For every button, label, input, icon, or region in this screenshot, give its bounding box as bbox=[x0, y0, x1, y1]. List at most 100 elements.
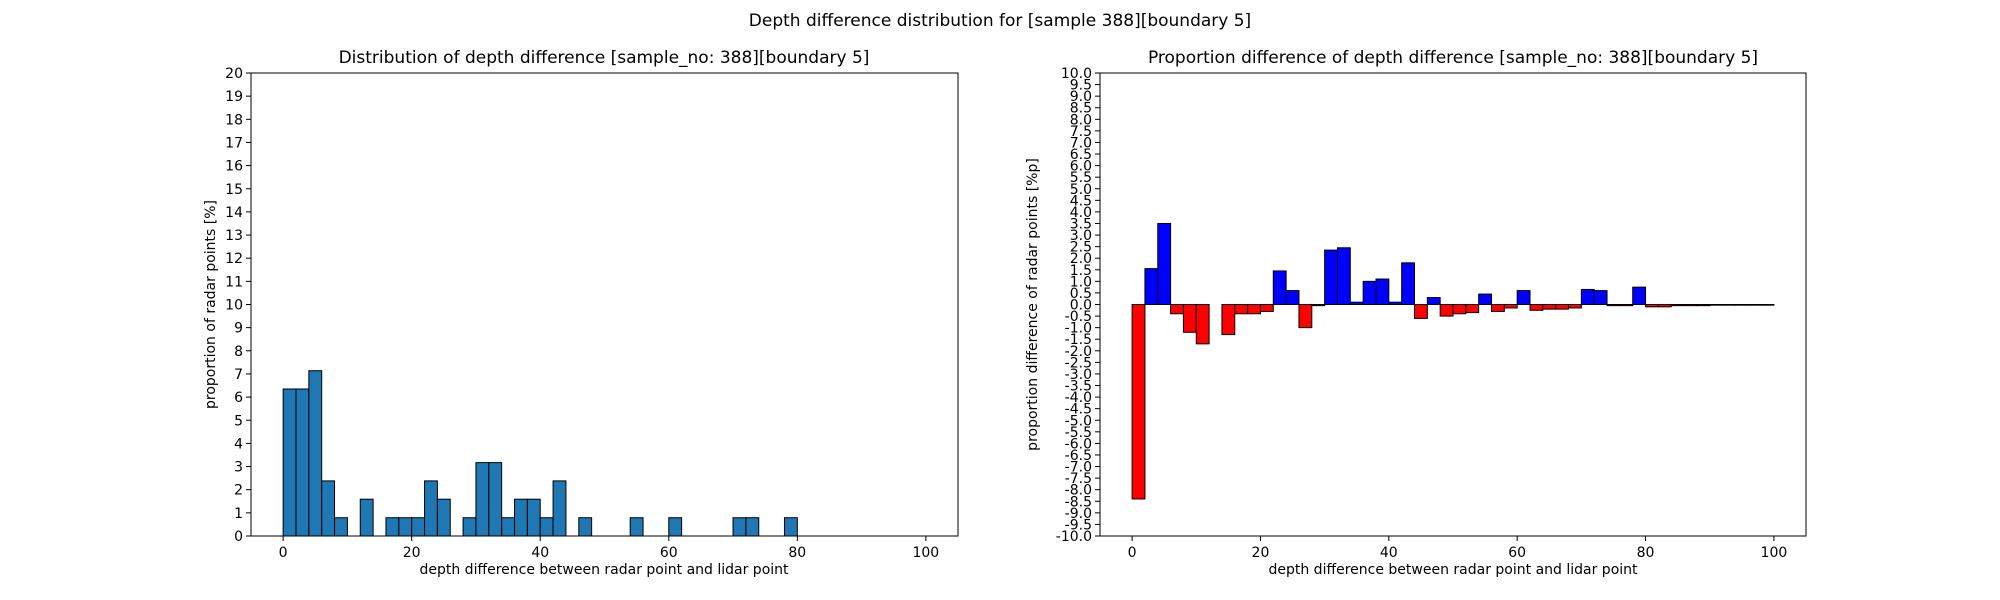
histogram-ytick-label: 10 bbox=[225, 298, 243, 314]
difference-xtick-label: 80 bbox=[1637, 545, 1655, 561]
difference-bar bbox=[1580, 288, 1595, 306]
histogram-bar bbox=[475, 462, 490, 537]
histogram-bars bbox=[282, 370, 798, 537]
suptitle: Depth difference distribution for [sampl… bbox=[749, 11, 1251, 31]
difference-bar bbox=[1465, 304, 1480, 314]
difference-ytick-label: 5.5 bbox=[1070, 170, 1092, 186]
histogram-ytick-label: 19 bbox=[225, 89, 243, 105]
difference-ytick-label: 6.0 bbox=[1070, 159, 1092, 175]
difference-ytick-label: -9.0 bbox=[1065, 506, 1092, 522]
difference-bar bbox=[1722, 304, 1736, 306]
difference-ytick-label: -4.5 bbox=[1065, 402, 1092, 418]
histogram-ytick-label: 12 bbox=[225, 251, 243, 267]
difference-bar bbox=[1195, 304, 1210, 345]
difference-ytick-label: -8.0 bbox=[1065, 483, 1092, 499]
histogram-bar bbox=[783, 517, 798, 537]
histogram-bar bbox=[732, 517, 747, 537]
difference-bar bbox=[1131, 304, 1146, 500]
histogram-ytick-label: 7 bbox=[234, 367, 243, 383]
histogram-frame bbox=[250, 72, 959, 537]
histogram-xtick-label: 80 bbox=[788, 545, 806, 561]
difference-ytick-label: 9.0 bbox=[1070, 89, 1092, 105]
difference-bar bbox=[1375, 278, 1390, 306]
difference-bar bbox=[1401, 262, 1415, 305]
histogram-ytick-label: 13 bbox=[225, 228, 243, 244]
difference-ytick-label: 7.5 bbox=[1070, 124, 1092, 140]
histogram-bar bbox=[488, 462, 503, 537]
difference-ytick-label: 3.5 bbox=[1070, 216, 1092, 232]
difference-bar bbox=[1324, 249, 1338, 306]
histogram-bar bbox=[436, 498, 451, 537]
difference-ytick-label: -5.0 bbox=[1065, 413, 1092, 429]
histogram-bar bbox=[308, 370, 323, 537]
difference-bar bbox=[1221, 304, 1236, 336]
difference-bar bbox=[1157, 222, 1172, 306]
difference-frame bbox=[1099, 72, 1807, 537]
histogram-xtick-label: 40 bbox=[531, 545, 549, 561]
difference-bar bbox=[1696, 304, 1711, 307]
difference-ytick-label: -4.0 bbox=[1065, 390, 1092, 406]
difference-ytick-label: -2.0 bbox=[1065, 344, 1092, 360]
difference-ytick-label: -2.5 bbox=[1065, 355, 1092, 371]
histogram-bar bbox=[578, 517, 593, 537]
difference-bar bbox=[1272, 270, 1287, 305]
difference-bar bbox=[1259, 304, 1274, 312]
difference-xtick-label: 40 bbox=[1380, 545, 1398, 561]
difference-bar bbox=[1747, 304, 1762, 306]
difference-bar bbox=[1542, 304, 1557, 310]
difference-ytick-label: -7.5 bbox=[1065, 471, 1092, 487]
difference-ytick-label: 7.0 bbox=[1070, 135, 1092, 151]
difference-bar bbox=[1529, 304, 1544, 311]
histogram-xlabel: depth difference between radar point and… bbox=[419, 562, 789, 578]
histogram-bar bbox=[539, 517, 554, 537]
difference-xlabel: depth difference between radar point and… bbox=[1268, 562, 1638, 578]
difference-bar bbox=[1349, 301, 1364, 305]
difference-axes: Proportion difference of depth differenc… bbox=[1025, 48, 1807, 578]
difference-bar bbox=[1452, 304, 1467, 315]
histogram-ytick-label: 11 bbox=[225, 274, 243, 290]
difference-ytick-label: -9.5 bbox=[1065, 517, 1092, 533]
histogram-title: Distribution of depth difference [sample… bbox=[339, 48, 870, 68]
histogram-ytick-label: 16 bbox=[225, 159, 243, 175]
histogram-ytick-label: 6 bbox=[234, 390, 243, 406]
difference-ytick-label: 2.5 bbox=[1070, 240, 1092, 256]
histogram-bar bbox=[398, 517, 413, 537]
difference-bar bbox=[1413, 304, 1428, 319]
difference-bar bbox=[1478, 293, 1493, 305]
histogram-ytick-label: 9 bbox=[234, 321, 243, 337]
difference-bar bbox=[1670, 304, 1685, 307]
difference-ytick-label: 5.0 bbox=[1070, 182, 1092, 198]
histogram-bar bbox=[411, 517, 426, 537]
difference-bar bbox=[1760, 304, 1775, 306]
histogram-ticks: 0 20 40 60 80 1000123456789101112131415161718… bbox=[225, 66, 939, 561]
difference-bar bbox=[1362, 280, 1377, 306]
histogram-bar bbox=[295, 388, 310, 537]
histogram-ytick-label: 2 bbox=[234, 483, 243, 499]
difference-ytick-label: -1.5 bbox=[1065, 332, 1092, 348]
histogram-ytick-label: 17 bbox=[225, 135, 243, 151]
difference-bar bbox=[1606, 304, 1621, 307]
histogram-bar bbox=[334, 517, 348, 537]
difference-bar bbox=[1170, 304, 1184, 315]
difference-bar bbox=[1298, 304, 1313, 329]
difference-bar bbox=[1619, 304, 1634, 307]
difference-xtick-label: 0 bbox=[1128, 545, 1137, 561]
difference-ytick-label: 8.5 bbox=[1070, 101, 1092, 117]
difference-ytick-label: -3.0 bbox=[1065, 367, 1092, 383]
difference-bar bbox=[1657, 304, 1672, 308]
difference-ticks: 0 20 40 60 80 100 -10.0-9.5-9.0-8.5-8.0-7.5-7.… bbox=[1056, 66, 1788, 561]
histogram-bar bbox=[668, 517, 683, 537]
difference-bar bbox=[1336, 247, 1351, 305]
difference-xtick-label: 100 bbox=[1761, 545, 1788, 561]
difference-bar bbox=[1683, 304, 1698, 307]
histogram-ytick-label: 4 bbox=[234, 436, 243, 452]
difference-ytick-label: 2.0 bbox=[1070, 251, 1092, 267]
histogram-xtick-label: 20 bbox=[403, 545, 421, 561]
histogram-bar bbox=[321, 480, 336, 537]
difference-bar bbox=[1144, 268, 1159, 305]
difference-bar bbox=[1568, 304, 1582, 309]
difference-ytick-label: -0.5 bbox=[1065, 309, 1092, 325]
difference-bar bbox=[1439, 304, 1454, 317]
difference-ytick-label: 0.0 bbox=[1070, 298, 1092, 314]
histogram-bar bbox=[282, 388, 297, 537]
